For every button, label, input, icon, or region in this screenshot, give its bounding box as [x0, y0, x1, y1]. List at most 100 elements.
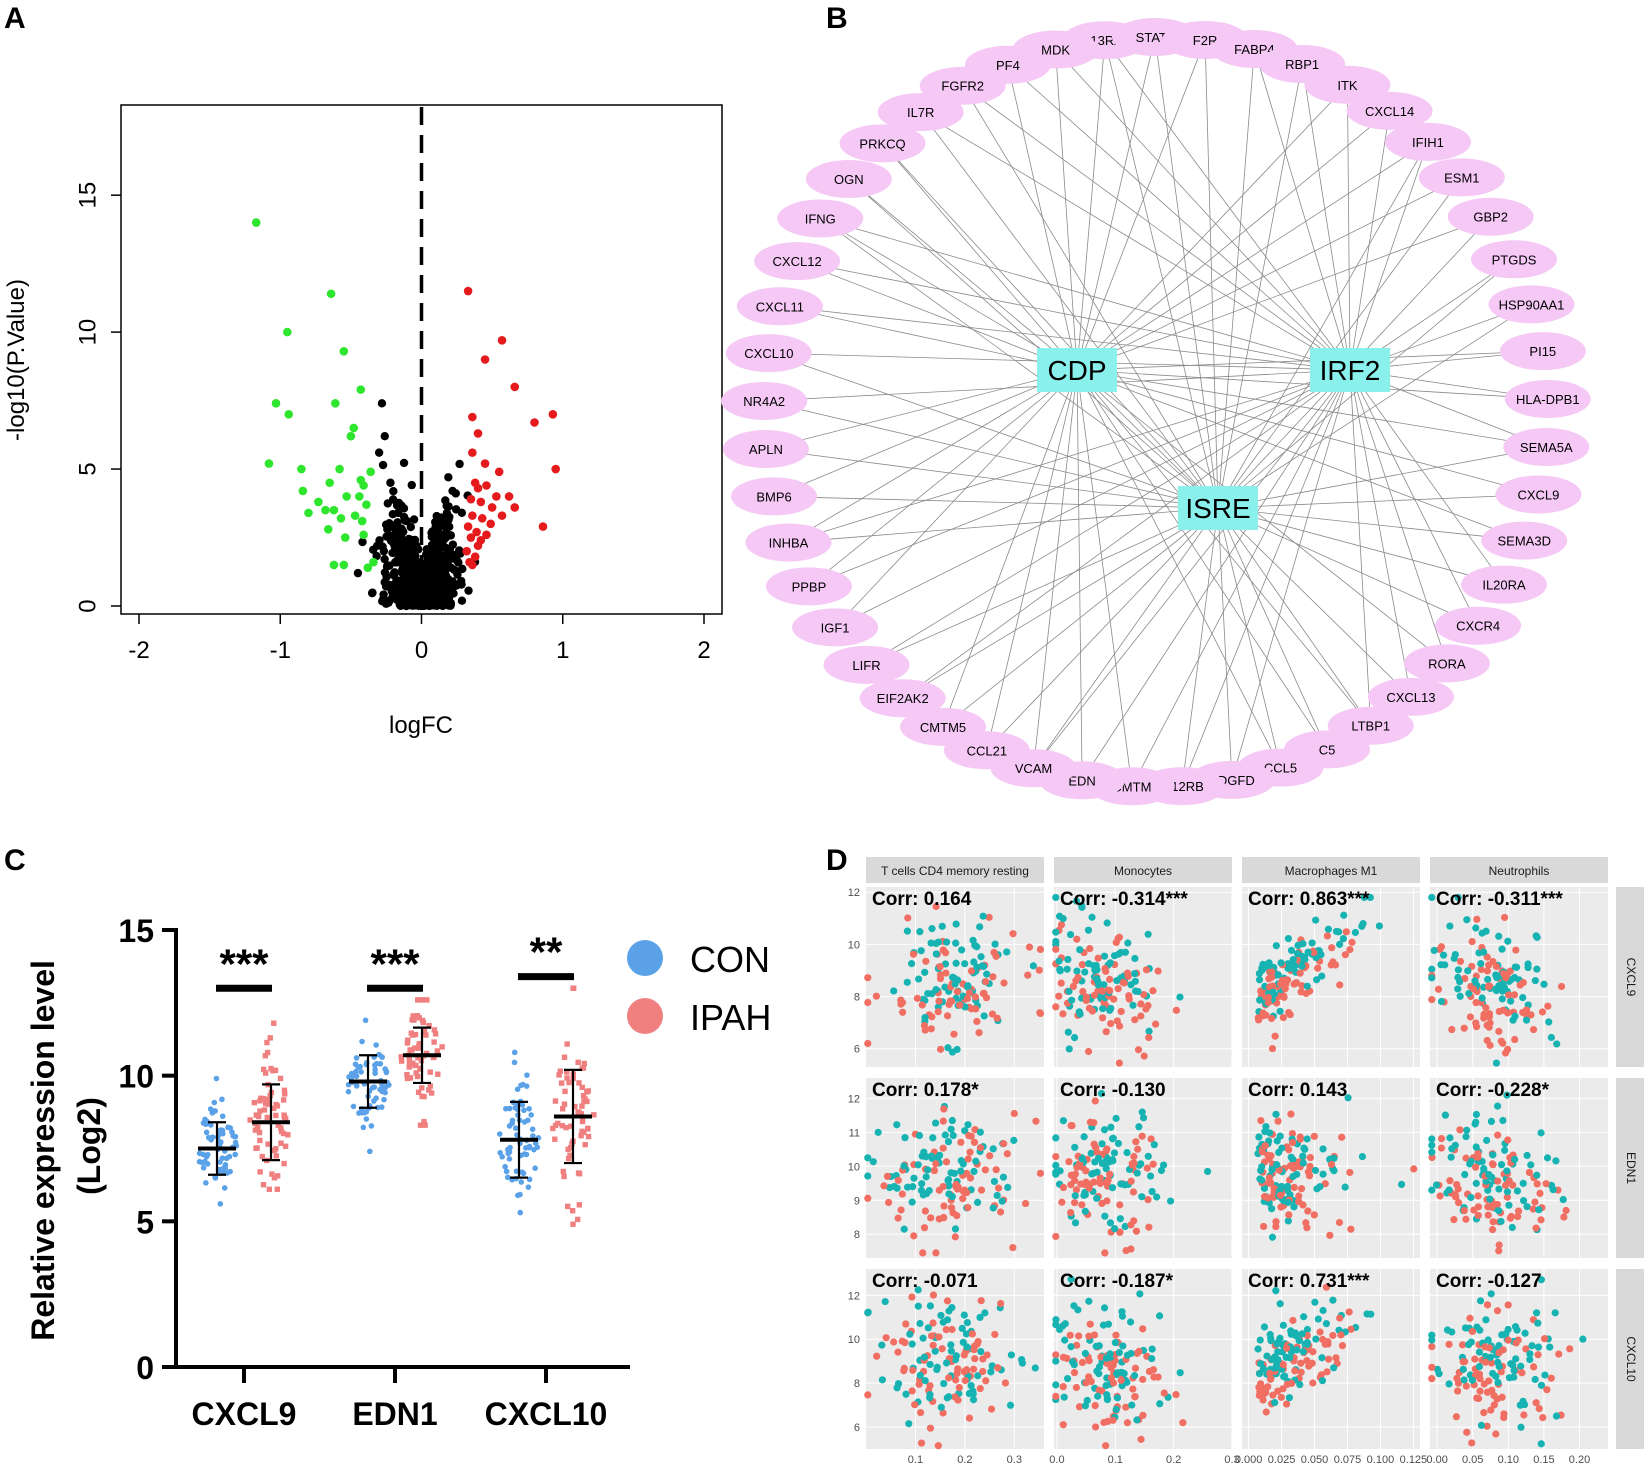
- scatter-point: [1260, 1323, 1269, 1331]
- scatter-point: [1124, 972, 1132, 980]
- dot-con: [352, 1070, 358, 1077]
- scatter-point: [1346, 1168, 1354, 1177]
- dot-ipah: [557, 1068, 563, 1074]
- data-point-down: [336, 514, 346, 523]
- facet-strip-label: Neutrophils: [1489, 864, 1550, 878]
- scatter-point: [1480, 1010, 1488, 1019]
- network-node-label: GBP2: [1473, 210, 1508, 225]
- scatter-point: [1052, 1170, 1060, 1178]
- scatter-point: [1118, 1308, 1126, 1316]
- data-point-ns: [441, 543, 451, 553]
- network-edge: [1349, 369, 1372, 726]
- scatter-point: [1329, 1296, 1337, 1304]
- scatter-point: [1504, 1301, 1512, 1309]
- d-x-tick-label: 0.000: [1235, 1454, 1263, 1466]
- scatter-point: [1145, 1367, 1154, 1376]
- scatter-point: [1483, 1422, 1491, 1430]
- scatter-point: [932, 1249, 940, 1257]
- network-node-label: ITK: [1337, 78, 1358, 93]
- scatter-point: [1134, 987, 1142, 996]
- scatter-point: [1468, 937, 1476, 946]
- dot-con: [382, 1066, 388, 1072]
- scatter-point: [947, 1204, 956, 1212]
- d-x-tick-label: 0.10: [1498, 1454, 1519, 1466]
- scatter-point: [1490, 1392, 1498, 1400]
- dot-ipah: [580, 1092, 587, 1099]
- expression-ylabel: Relative expression level (Log2): [25, 951, 107, 1341]
- scatter-point: [1059, 915, 1067, 923]
- scatter-point: [1010, 1109, 1018, 1118]
- scatter-point: [883, 1172, 892, 1180]
- data-point-up: [482, 481, 491, 490]
- scatter-point: [1529, 1026, 1538, 1034]
- scatter-point: [1328, 944, 1336, 952]
- scatter-point: [1146, 1172, 1155, 1180]
- scatter-point: [1437, 1134, 1446, 1143]
- dot-ipah: [561, 1101, 568, 1107]
- scatter-point: [1057, 979, 1065, 987]
- dot-con: [208, 1122, 214, 1128]
- network-edge: [1217, 507, 1525, 541]
- scatter-point: [1358, 1152, 1367, 1161]
- correlation-label: Corr: -0.314***: [1060, 889, 1188, 910]
- scatter-point: [1531, 1375, 1539, 1384]
- scatter-point: [1510, 991, 1519, 999]
- dot-con: [203, 1180, 209, 1186]
- scatter-point: [1477, 960, 1485, 968]
- scatter-point: [1559, 1195, 1567, 1204]
- dot-ipah: [280, 1130, 287, 1137]
- dot-ipah: [582, 1141, 588, 1148]
- scatter-point: [1257, 1360, 1265, 1368]
- scatter-point: [932, 1160, 940, 1168]
- dot-ipah: [434, 1048, 441, 1054]
- x-tick-label: 1: [556, 637, 569, 664]
- scatter-point: [1258, 1163, 1266, 1171]
- network-node: [1418, 158, 1505, 197]
- scatter-point: [1058, 1198, 1066, 1206]
- dot-con: [502, 1163, 508, 1170]
- scatter-point: [1139, 1375, 1147, 1384]
- scatter-point: [1472, 1023, 1481, 1031]
- scatter-point: [921, 968, 929, 976]
- data-point-ns: [442, 508, 452, 518]
- scatter-point: [978, 962, 986, 970]
- data-point-down: [362, 500, 371, 509]
- dot-ipah: [584, 1089, 590, 1095]
- data-point-ns: [392, 580, 402, 589]
- network-edge: [1181, 369, 1351, 787]
- dot-ipah: [572, 1103, 578, 1110]
- scatter-point: [931, 1347, 939, 1355]
- scatter-point: [1472, 1110, 1481, 1119]
- data-point-ns: [409, 596, 418, 605]
- scatter-point: [992, 952, 1000, 960]
- scatter-point: [994, 1184, 1003, 1192]
- data-point-up: [480, 459, 490, 468]
- scatter-point: [945, 1374, 953, 1382]
- dot-con: [521, 1119, 528, 1125]
- data-point-down: [298, 486, 308, 496]
- scatter-point: [1133, 1416, 1141, 1424]
- data-point-ns: [457, 596, 467, 605]
- dot-ipah: [566, 1079, 572, 1086]
- dot-ipah: [265, 1101, 272, 1107]
- scatter-point: [919, 1334, 927, 1342]
- scatter-point: [910, 1174, 918, 1182]
- scatter-point: [880, 1182, 888, 1190]
- scatter-point: [1126, 1318, 1135, 1326]
- data-point-ns: [390, 569, 399, 578]
- data-point-down: [321, 505, 330, 515]
- scatter-point: [1278, 1144, 1286, 1152]
- scatter-point: [970, 1346, 978, 1354]
- scatter-point: [1268, 968, 1276, 976]
- scatter-point: [1085, 1357, 1093, 1365]
- scatter-point: [1276, 1300, 1284, 1308]
- scatter-point: [864, 1154, 872, 1162]
- scatter-point: [1489, 1151, 1497, 1159]
- dot-ipah: [575, 1109, 581, 1115]
- scatter-point: [1148, 1354, 1156, 1363]
- scatter-point: [905, 1420, 913, 1428]
- scatter-point: [1081, 968, 1089, 976]
- scatter-point: [881, 1297, 889, 1306]
- facet-strip-label: T cells CD4 memory resting: [881, 864, 1029, 878]
